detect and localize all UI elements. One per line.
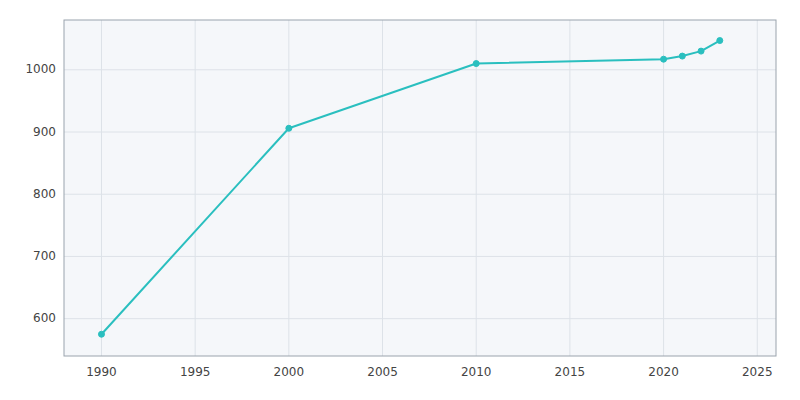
x-tick-label: 1990 xyxy=(86,365,117,379)
x-grid-line xyxy=(757,20,758,356)
x-tick-label: 2000 xyxy=(274,365,305,379)
x-grid-line xyxy=(195,20,196,356)
point xyxy=(286,125,292,131)
point xyxy=(473,61,479,67)
x-tick-label: 2025 xyxy=(742,365,773,379)
x-tick-label: 2005 xyxy=(367,365,398,379)
point xyxy=(698,48,704,54)
y-tick-label: 600 xyxy=(33,311,56,325)
x-tick-label: 2020 xyxy=(648,365,679,379)
plot-frame xyxy=(64,20,776,356)
x-grid-line xyxy=(663,20,664,356)
x-grid-line xyxy=(569,20,570,356)
x-grid-line xyxy=(382,20,383,356)
x-grid-line xyxy=(288,20,289,356)
plot-background xyxy=(64,20,776,356)
y-grid-line xyxy=(64,132,776,133)
point xyxy=(661,56,667,62)
series xyxy=(98,38,722,338)
y-grid-line xyxy=(64,318,776,319)
x-grid-line xyxy=(476,20,477,356)
y-tick-label: 800 xyxy=(33,187,56,201)
point xyxy=(98,331,104,337)
x-tick-label: 2015 xyxy=(555,365,586,379)
y-grid-line xyxy=(64,194,776,195)
point xyxy=(679,53,685,59)
y-grid-line xyxy=(64,69,776,70)
y-tick-label: 700 xyxy=(33,249,56,263)
point xyxy=(717,38,723,44)
y-tick-label: 1000 xyxy=(25,62,56,76)
grid xyxy=(64,20,776,356)
y-tick-label: 900 xyxy=(33,125,56,139)
x-tick-label: 2010 xyxy=(461,365,492,379)
line xyxy=(101,41,719,335)
x-grid-line xyxy=(101,20,102,356)
chart: 600 700 800 900 1000 1990 1995 2000 2005 2010 2015… xyxy=(0,0,800,400)
x-tick-label: 1995 xyxy=(180,365,211,379)
